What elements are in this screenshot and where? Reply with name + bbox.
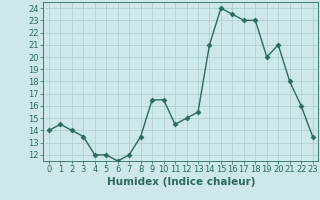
X-axis label: Humidex (Indice chaleur): Humidex (Indice chaleur): [107, 177, 255, 187]
